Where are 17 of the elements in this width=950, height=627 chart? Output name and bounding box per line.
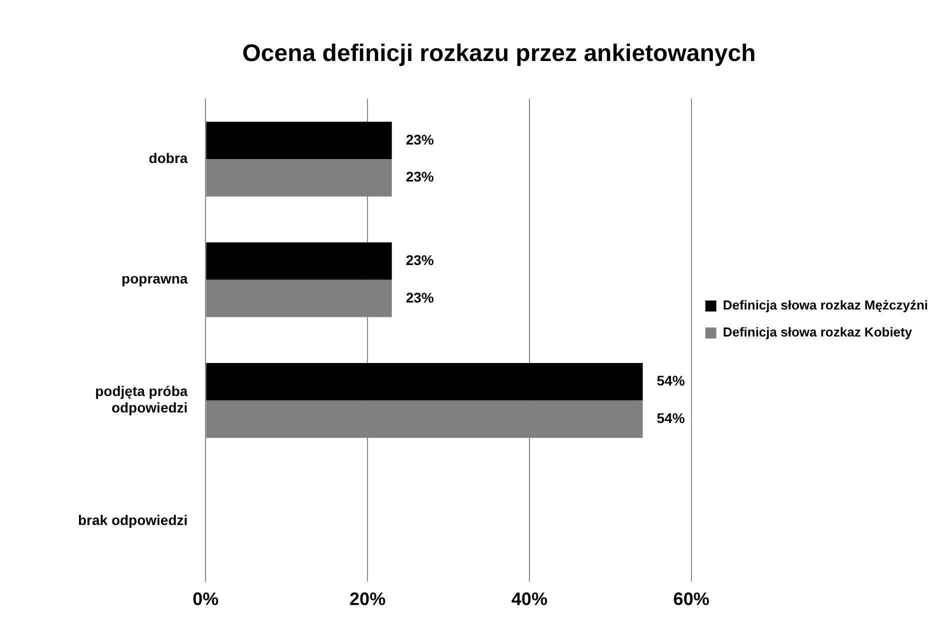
data-label: 54% (656, 372, 686, 389)
data-label: 23% (406, 252, 434, 268)
data-label: 23% (406, 289, 434, 306)
data-label: 54% (656, 410, 686, 426)
y-tick-label: dobra (148, 150, 188, 166)
chart-title: Ocena definicji rozkazu przez ankietowanych (242, 40, 756, 68)
legend-label: Definicja słowa rozkaz Kobiety (722, 324, 913, 340)
x-tick-label: 20% (350, 589, 386, 610)
legend-label: Definicja słowa rozkaz Mężczyźni (722, 298, 928, 313)
x-tick-label: 0% (192, 589, 219, 610)
x-tick-label: 60% (673, 589, 710, 610)
data-label: 23% (406, 168, 434, 185)
y-tick-label: podjęta próba odpowiedzi (95, 382, 188, 416)
y-tick-label: poprawna (122, 270, 188, 287)
data-label: 23% (406, 131, 434, 148)
x-tick-label: 40% (511, 589, 548, 610)
y-tick-label: brak odpowiedzi (78, 512, 188, 528)
